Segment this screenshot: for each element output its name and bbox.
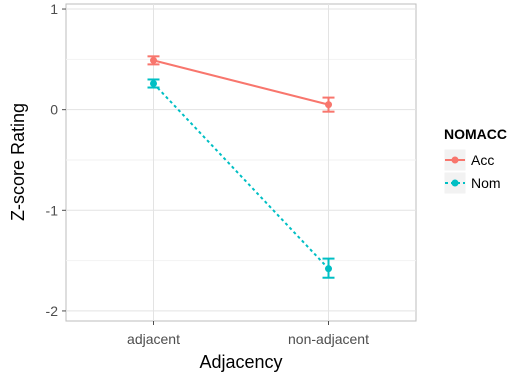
x-axis-title: Adjacency bbox=[199, 352, 282, 372]
legend-title: NOMACC bbox=[444, 126, 507, 142]
data-point-acc bbox=[325, 101, 332, 109]
grid-minor bbox=[66, 58, 416, 262]
legend-items: Acc Nom bbox=[443, 148, 501, 195]
plot-background bbox=[65, 3, 417, 322]
x-ticks: adjacent non-adjacent bbox=[127, 321, 369, 347]
legend: NOMACC Acc Nom bbox=[443, 126, 507, 195]
data-point-nom bbox=[150, 80, 157, 88]
data-point-nom bbox=[325, 265, 332, 273]
y-tick-label: -2 bbox=[46, 303, 59, 319]
series-line-nom bbox=[152, 82, 330, 270]
y-tick-label: -1 bbox=[46, 202, 59, 218]
y-axis-title: Z-score Rating bbox=[8, 103, 28, 221]
y-tick-label: 1 bbox=[50, 1, 58, 17]
series-layer bbox=[147, 55, 335, 279]
data-point-acc bbox=[150, 56, 157, 64]
legend-point-acc bbox=[451, 156, 459, 164]
legend-point-nom bbox=[451, 179, 459, 187]
x-tick-label: non-adjacent bbox=[288, 331, 369, 347]
legend-label-acc: Acc bbox=[471, 152, 494, 168]
x-tick-label: adjacent bbox=[127, 331, 180, 347]
series-line-acc bbox=[153, 59, 329, 106]
legend-label-nom: Nom bbox=[471, 175, 501, 191]
y-tick-label: 0 bbox=[50, 102, 58, 118]
y-ticks: 1 0 -1 -2 bbox=[46, 1, 66, 319]
